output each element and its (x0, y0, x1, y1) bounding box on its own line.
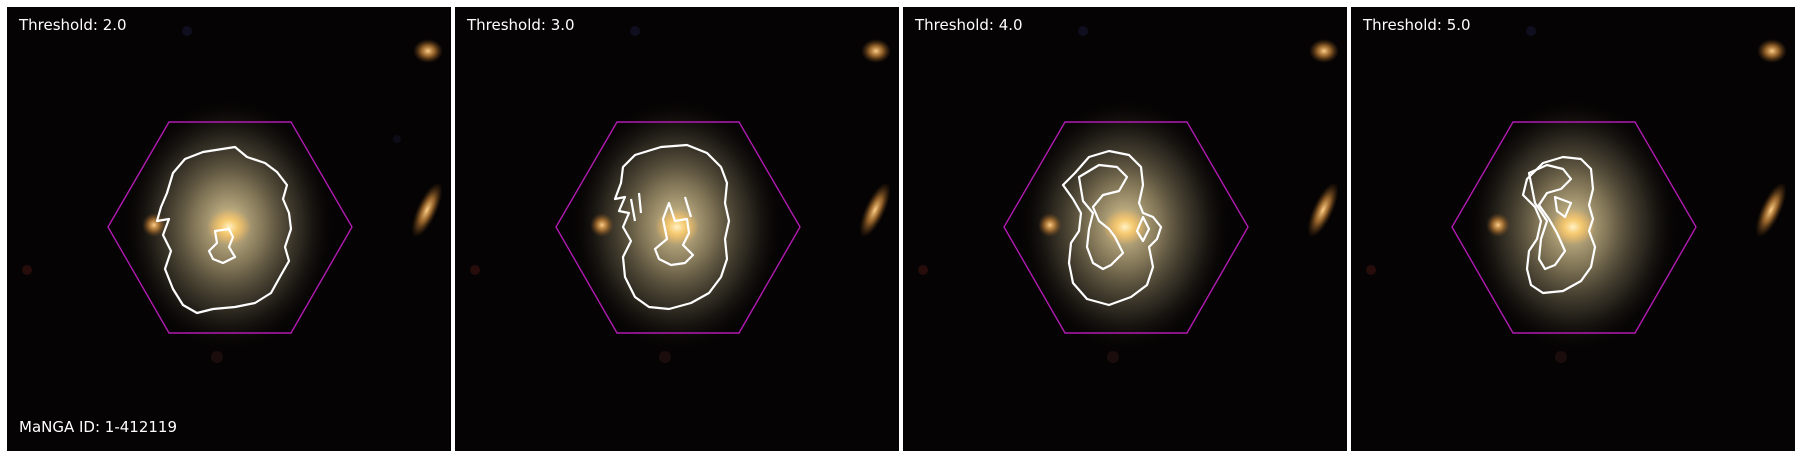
threshold-contour-outer (613, 143, 731, 311)
threshold-label: Threshold: 2.0 (19, 16, 127, 34)
companion-star (1486, 213, 1510, 237)
background-galaxy (861, 39, 891, 63)
galaxy-image (470, 26, 891, 363)
threshold-contour-inner (207, 227, 237, 265)
image-panel-threshold-3: Threshold: 3.0 (455, 7, 899, 451)
ifu-hexagon (555, 121, 801, 334)
threshold-contour-outer (155, 145, 293, 315)
galaxy-image (1366, 26, 1787, 363)
threshold-contour-outer (1521, 155, 1597, 295)
threshold-contour-inner (653, 196, 695, 267)
image-panel-threshold-5: Threshold: 5.0 (1351, 7, 1795, 451)
ifu-hexagon (1003, 121, 1249, 334)
background-galaxy-edge-on (1755, 182, 1787, 238)
galaxy-core (1103, 209, 1147, 245)
companion-star (590, 213, 614, 237)
galaxy-core (655, 209, 699, 245)
background-galaxy-edge-on (859, 182, 891, 238)
companion-star (1038, 213, 1062, 237)
image-panel-threshold-2: Threshold: 2.0 MaNGA ID: 1-412119 (7, 7, 451, 451)
background-galaxy (413, 39, 443, 63)
background-galaxy-edge-on (1307, 182, 1339, 238)
threshold-contour-inner (1077, 163, 1151, 271)
ifu-hexagon (107, 121, 353, 334)
galaxy-core (1551, 209, 1595, 245)
companion-star (142, 213, 166, 237)
galaxy-core (207, 209, 251, 245)
galaxy-id-label: MaNGA ID: 1-412119 (19, 418, 178, 436)
galaxy-image (918, 26, 1339, 363)
image-panel-threshold-4: Threshold: 4.0 (903, 7, 1347, 451)
threshold-label: Threshold: 4.0 (915, 16, 1023, 34)
galaxy-image (22, 26, 443, 363)
background-galaxy-edge-on (411, 182, 443, 238)
background-galaxy (1309, 39, 1339, 63)
threshold-contour-outer (1061, 149, 1163, 307)
threshold-label: Threshold: 5.0 (1363, 16, 1471, 34)
threshold-contour-inner (1527, 163, 1573, 271)
background-galaxy (1757, 39, 1787, 63)
threshold-label: Threshold: 3.0 (467, 16, 575, 34)
ifu-hexagon (1451, 121, 1697, 334)
